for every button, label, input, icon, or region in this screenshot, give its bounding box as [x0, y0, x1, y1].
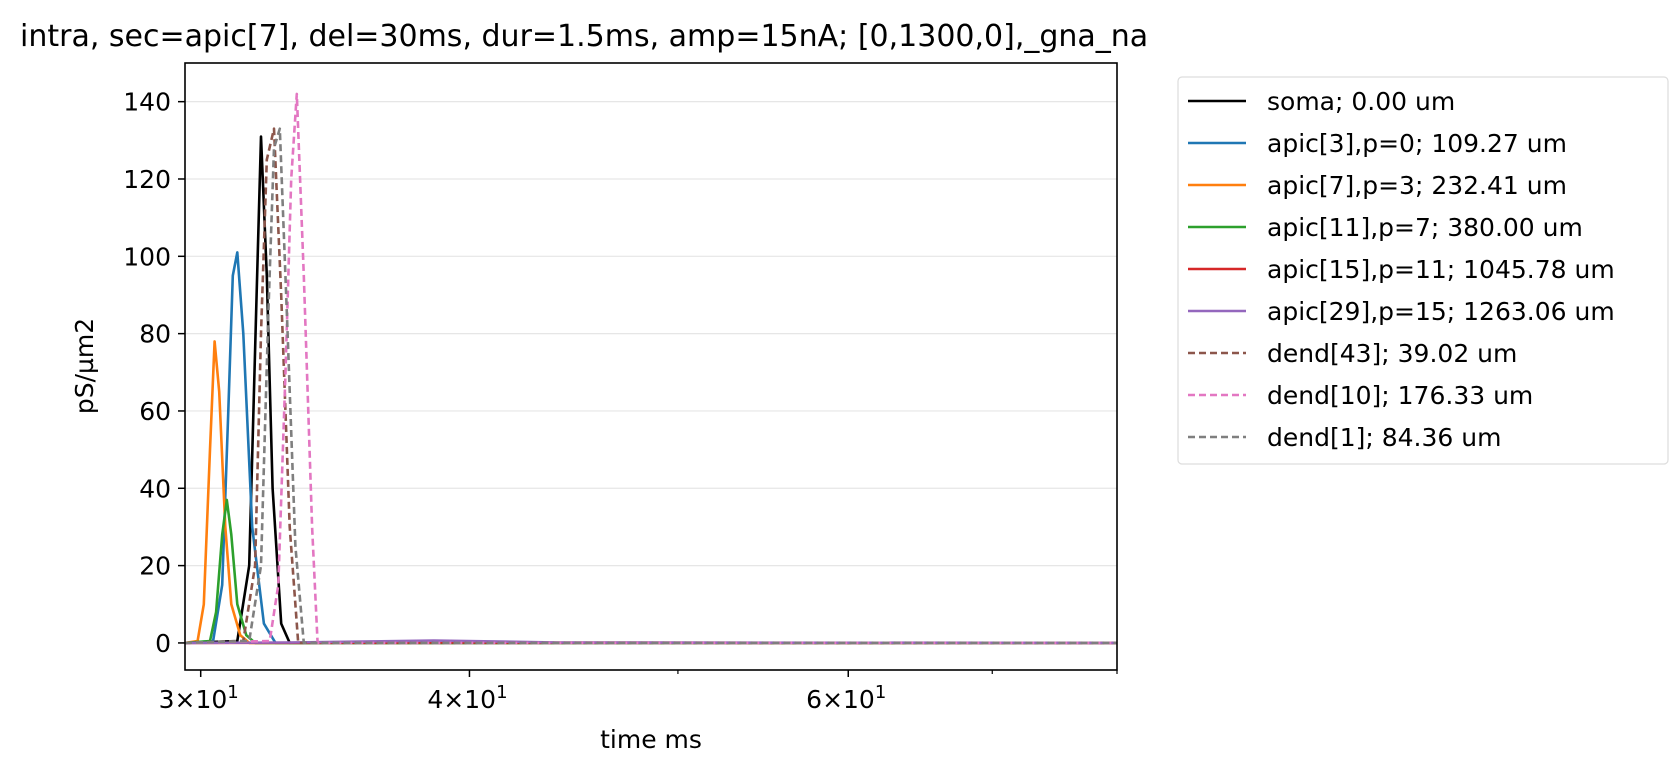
legend-label: soma; 0.00 um [1267, 87, 1455, 116]
series-line-8 [185, 127, 1117, 645]
legend-label: apic[29],p=15; 1263.06 um [1267, 297, 1615, 326]
y-axis: 0 20 40 60 80 100 120 140 [123, 88, 185, 658]
y-tick-label: 120 [123, 165, 171, 194]
y-axis-label: pS/µm2 [70, 318, 99, 414]
y-tick-label: 20 [139, 552, 171, 581]
series-line-7 [185, 92, 1117, 645]
series-line-3 [185, 498, 1117, 645]
y-tick-label: 40 [139, 474, 171, 503]
plot-series [185, 92, 1117, 645]
series-line-6 [185, 127, 1117, 645]
chart-title: intra, sec=apic[7], del=30ms, dur=1.5ms,… [20, 19, 1148, 54]
legend-label: apic[3],p=0; 109.27 um [1267, 129, 1567, 158]
legend-box [1177, 76, 1669, 465]
plot-frame [184, 62, 1118, 671]
legend-label: dend[1]; 84.36 um [1267, 423, 1501, 452]
x-tick-label: 6×101 [806, 682, 886, 714]
x-tick-label: 3×101 [159, 682, 239, 714]
y-tick-label: 60 [139, 397, 171, 426]
x-axis: 3×101 4×101 6×101 [159, 670, 1118, 714]
legend: soma; 0.00 um apic[3],p=0; 109.27 um apic[… [1177, 76, 1669, 465]
x-tick-label: 4×101 [427, 682, 507, 714]
legend-label: apic[15],p=11; 1045.78 um [1267, 255, 1615, 284]
y-tick-label: 140 [123, 88, 171, 117]
x-axis-label: time ms [600, 725, 702, 754]
y-tick-label: 80 [139, 320, 171, 349]
grid-lines [185, 101, 1117, 644]
y-tick-label: 100 [123, 242, 171, 271]
y-tick-label: 0 [155, 629, 171, 658]
series-line-1 [185, 251, 1117, 645]
legend-label: dend[43]; 39.02 um [1267, 339, 1517, 368]
legend-label: dend[10]; 176.33 um [1267, 381, 1533, 410]
legend-label: apic[11],p=7; 380.00 um [1267, 213, 1583, 242]
series-line-2 [185, 340, 1117, 645]
legend-label: apic[7],p=3; 232.41 um [1267, 171, 1567, 200]
series-line-0 [185, 135, 1117, 645]
